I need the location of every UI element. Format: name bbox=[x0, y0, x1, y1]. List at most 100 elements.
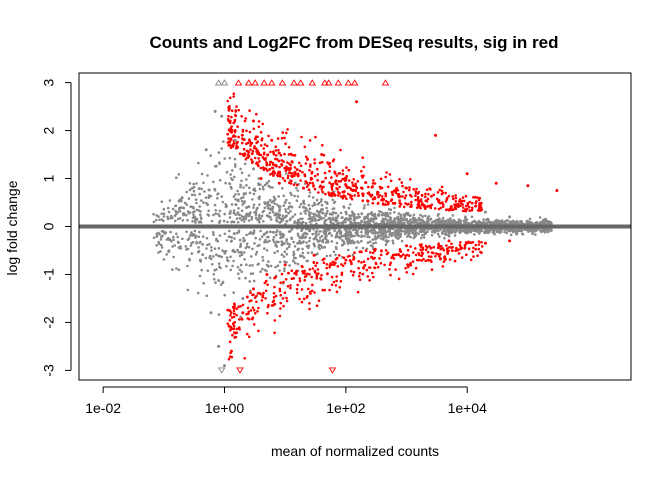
point-not-significant bbox=[191, 220, 194, 223]
point-not-significant bbox=[160, 212, 163, 216]
point-significant bbox=[360, 187, 364, 190]
point-not-significant bbox=[276, 229, 279, 232]
point-significant bbox=[426, 250, 430, 254]
point-significant bbox=[407, 254, 411, 257]
point-significant bbox=[341, 172, 345, 176]
point-not-significant bbox=[152, 236, 156, 240]
point-significant bbox=[265, 162, 269, 166]
point-not-significant bbox=[399, 235, 402, 238]
point-significant bbox=[424, 259, 428, 263]
point-significant bbox=[233, 118, 237, 122]
point-significant bbox=[397, 253, 401, 257]
point-significant bbox=[406, 263, 409, 266]
point-significant bbox=[283, 152, 286, 156]
point-significant bbox=[371, 251, 375, 255]
data-point bbox=[270, 138, 274, 142]
point-not-significant bbox=[166, 217, 170, 221]
point-not-significant bbox=[205, 294, 209, 298]
data-point bbox=[217, 344, 221, 348]
point-not-significant bbox=[331, 198, 335, 202]
point-not-significant bbox=[363, 234, 366, 238]
point-not-significant bbox=[299, 221, 303, 225]
point-significant bbox=[262, 152, 266, 156]
point-significant bbox=[287, 271, 290, 275]
point-significant bbox=[269, 160, 272, 164]
point-not-significant bbox=[385, 241, 389, 244]
point-not-significant bbox=[283, 242, 286, 245]
point-significant bbox=[317, 191, 320, 194]
point-not-significant bbox=[247, 174, 251, 177]
point-significant bbox=[230, 129, 234, 132]
point-not-significant bbox=[510, 222, 513, 226]
point-significant bbox=[468, 200, 472, 204]
point-not-significant bbox=[422, 230, 426, 234]
point-not-significant bbox=[374, 232, 377, 235]
point-not-significant bbox=[353, 241, 356, 244]
point-significant bbox=[238, 328, 241, 331]
point-significant bbox=[246, 332, 249, 336]
point-significant bbox=[463, 244, 467, 247]
point-not-significant bbox=[401, 217, 405, 221]
data-point bbox=[252, 119, 255, 123]
point-significant bbox=[469, 258, 473, 262]
point-significant bbox=[240, 137, 244, 140]
point-not-significant bbox=[155, 244, 158, 247]
point-not-significant bbox=[271, 207, 274, 210]
point-not-significant bbox=[238, 217, 242, 220]
point-significant bbox=[372, 179, 375, 182]
point-significant bbox=[259, 153, 263, 157]
point-significant bbox=[235, 327, 239, 331]
point-significant bbox=[267, 303, 270, 307]
point-not-significant bbox=[440, 231, 444, 234]
point-significant bbox=[445, 247, 449, 251]
point-not-significant bbox=[508, 227, 512, 231]
point-not-significant bbox=[335, 247, 338, 251]
point-not-significant bbox=[391, 239, 395, 242]
point-not-significant bbox=[245, 178, 248, 181]
point-not-significant bbox=[260, 235, 264, 238]
point-not-significant bbox=[468, 222, 472, 225]
point-significant bbox=[468, 209, 472, 212]
point-not-significant bbox=[269, 264, 273, 268]
point-not-significant bbox=[319, 230, 322, 233]
point-significant bbox=[246, 156, 249, 159]
point-not-significant bbox=[411, 231, 415, 234]
point-significant bbox=[374, 262, 378, 266]
point-not-significant bbox=[230, 187, 233, 190]
point-significant bbox=[290, 277, 294, 281]
point-not-significant bbox=[193, 193, 196, 197]
point-not-significant bbox=[276, 212, 280, 216]
point-not-significant bbox=[296, 218, 300, 222]
point-significant bbox=[459, 204, 462, 207]
point-not-significant bbox=[406, 220, 410, 223]
point-significant bbox=[284, 278, 288, 281]
point-significant bbox=[305, 185, 309, 189]
point-significant bbox=[406, 248, 410, 252]
point-significant bbox=[330, 183, 333, 186]
point-not-significant bbox=[273, 202, 276, 205]
point-significant bbox=[289, 286, 292, 290]
point-not-significant bbox=[256, 218, 260, 222]
point-significant bbox=[262, 166, 265, 169]
point-significant bbox=[274, 149, 278, 152]
point-not-significant bbox=[293, 221, 296, 224]
point-not-significant bbox=[162, 207, 166, 211]
point-significant bbox=[275, 154, 278, 157]
point-significant bbox=[286, 284, 290, 288]
x-tick-label: 1e+04 bbox=[448, 400, 488, 416]
point-not-significant bbox=[208, 242, 211, 246]
point-significant bbox=[454, 200, 458, 203]
point-significant bbox=[464, 194, 468, 198]
point-not-significant bbox=[382, 229, 386, 233]
point-not-significant bbox=[155, 232, 159, 236]
point-significant bbox=[335, 256, 339, 260]
point-significant bbox=[265, 144, 269, 148]
point-significant bbox=[334, 284, 338, 287]
point-not-significant bbox=[240, 253, 244, 256]
point-not-significant bbox=[215, 253, 218, 257]
point-significant bbox=[282, 304, 285, 308]
point-not-significant bbox=[377, 214, 381, 217]
point-significant bbox=[445, 244, 448, 247]
data-point bbox=[555, 189, 559, 192]
point-significant bbox=[372, 257, 375, 261]
